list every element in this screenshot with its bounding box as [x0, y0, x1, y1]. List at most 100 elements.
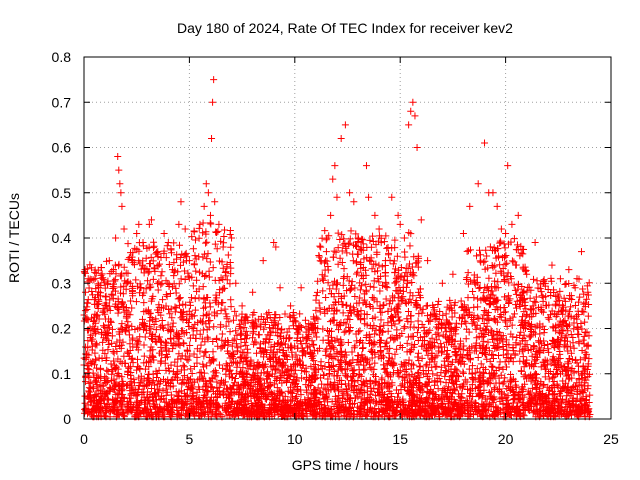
data-point: [366, 364, 374, 372]
data-point: [504, 350, 512, 358]
data-point: [200, 202, 208, 210]
data-point: [483, 343, 491, 351]
data-point: [186, 341, 194, 349]
data-point: [346, 189, 354, 197]
data-point: [340, 265, 348, 273]
data-point: [486, 243, 494, 251]
data-point: [85, 379, 93, 387]
data-point: [575, 330, 583, 338]
data-point: [202, 272, 210, 280]
data-point: [206, 219, 214, 227]
data-point: [411, 112, 419, 120]
data-point: [345, 328, 353, 336]
data-point: [546, 311, 554, 319]
data-point: [195, 224, 203, 232]
data-point: [124, 269, 132, 277]
data-point: [459, 229, 467, 237]
data-point: [530, 275, 538, 283]
data-point: [293, 329, 301, 337]
data-point: [272, 311, 280, 319]
data-point: [108, 325, 116, 333]
data-point: [230, 316, 238, 324]
data-point: [227, 296, 235, 304]
data-point: [196, 220, 204, 228]
data-point: [428, 334, 436, 342]
data-point: [385, 251, 393, 259]
data-point: [556, 275, 564, 283]
data-point: [530, 297, 538, 305]
data-point: [201, 349, 209, 357]
data-point: [375, 278, 383, 286]
data-point: [219, 299, 227, 307]
data-point: [205, 267, 213, 275]
data-point: [548, 390, 556, 398]
data-point: [584, 312, 592, 320]
data-point: [212, 228, 220, 236]
data-point: [319, 325, 327, 333]
data-point: [334, 260, 342, 268]
data-point: [209, 98, 217, 106]
data-point: [565, 266, 573, 274]
data-point: [338, 247, 346, 255]
data-point: [140, 341, 148, 349]
data-point: [145, 220, 153, 228]
data-point: [195, 234, 203, 242]
data-point: [232, 369, 240, 377]
data-point: [127, 249, 135, 257]
data-point: [109, 294, 117, 302]
data-point: [134, 355, 142, 363]
data-point: [567, 303, 575, 311]
data-point: [442, 379, 450, 387]
data-point: [215, 220, 223, 228]
data-point: [402, 264, 410, 272]
data-point: [413, 259, 421, 267]
data-point: [558, 307, 566, 315]
data-point: [157, 311, 165, 319]
data-point: [489, 263, 497, 271]
data-point: [191, 236, 199, 244]
data-point: [182, 249, 190, 257]
data-point: [85, 366, 93, 374]
data-point: [227, 243, 235, 251]
data-point: [414, 317, 422, 325]
data-point: [531, 239, 539, 247]
data-point: [455, 314, 463, 322]
data-point: [316, 242, 324, 250]
data-point: [241, 331, 249, 339]
data-point: [179, 376, 187, 384]
data-point: [347, 227, 355, 235]
data-point: [348, 278, 356, 286]
data-point: [476, 257, 484, 265]
data-point: [132, 276, 140, 284]
data-point: [266, 313, 274, 321]
data-point: [375, 261, 383, 269]
data-point: [97, 364, 105, 372]
data-point: [394, 211, 402, 219]
data-point: [185, 323, 193, 331]
data-point: [548, 261, 556, 269]
data-point: [466, 392, 474, 400]
data-point: [528, 384, 536, 392]
data-point: [321, 227, 329, 235]
data-point: [254, 331, 262, 339]
data-point: [204, 189, 212, 197]
data-point: [226, 226, 234, 234]
data-point: [191, 252, 199, 260]
data-point: [124, 240, 132, 248]
data-point: [416, 362, 424, 370]
data-point: [327, 333, 335, 341]
data-point: [224, 251, 232, 259]
data-point: [574, 324, 582, 332]
data-point: [226, 328, 234, 336]
data-point: [378, 351, 386, 359]
data-point: [118, 401, 126, 409]
data-point: [193, 327, 201, 335]
data-point: [403, 339, 411, 347]
data-point: [287, 302, 295, 310]
data-point: [485, 347, 493, 355]
data-point: [410, 253, 418, 261]
data-point: [354, 377, 362, 384]
data-point: [366, 390, 374, 398]
data-point: [346, 306, 354, 314]
data-point: [416, 285, 424, 293]
